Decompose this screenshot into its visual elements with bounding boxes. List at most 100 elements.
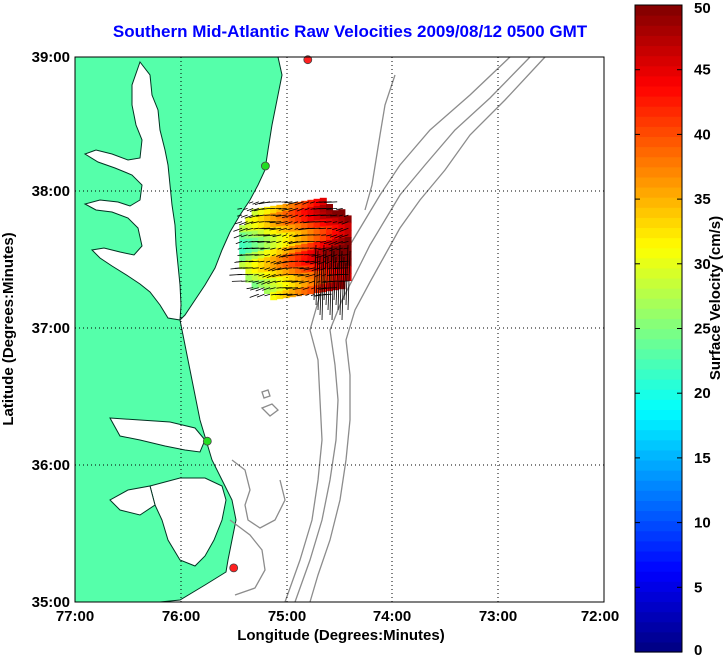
colorbar-ticks: 0 5 10 15 20 25 30 35 40 45 50 [635, 0, 711, 659]
colorbar-band [635, 631, 682, 643]
velocity-arrow [278, 208, 287, 210]
velocity-arrow [308, 254, 315, 256]
velocity-cell [245, 260, 253, 269]
velocity-cell [307, 214, 315, 223]
velocity-arrow [281, 280, 287, 282]
velocity-arrow [278, 254, 287, 258]
colorbar-band [635, 338, 682, 350]
velocity-arrow [335, 262, 339, 306]
velocity-cell [245, 224, 253, 233]
velocity-arrow [264, 293, 271, 297]
velocity-arrow [233, 234, 243, 239]
velocity-cell [264, 286, 271, 294]
velocity-arrow [287, 254, 299, 257]
velocity-cell [313, 220, 321, 229]
velocity-arrow [261, 280, 271, 285]
velocity-cell [288, 267, 296, 276]
velocity-arrow [309, 201, 315, 204]
velocity-arrow [276, 287, 282, 289]
velocity-cell [257, 272, 265, 281]
velocity-arrow [302, 201, 310, 205]
velocity-arrow [245, 227, 254, 231]
velocity-arrow [336, 208, 343, 210]
velocity-arrow [297, 227, 304, 231]
velocity-cell [251, 223, 259, 232]
colorbar-band [635, 227, 682, 239]
colorbar-band [635, 267, 682, 279]
colorbar-band [635, 520, 682, 532]
velocity-arrow [271, 267, 282, 272]
y-tick-label: 35:00 [32, 594, 70, 611]
velocity-cell [307, 228, 315, 237]
velocity-cell [301, 215, 309, 224]
pamlico-sound [109, 417, 206, 453]
colorbar-band [635, 217, 682, 229]
velocity-arrow [305, 214, 310, 217]
velocity-arrow [277, 267, 287, 271]
y-tick-label: 38:00 [32, 183, 70, 200]
velocity-cell [257, 236, 265, 245]
velocity-arrow [310, 208, 315, 210]
albemarle-sound [149, 477, 227, 567]
velocity-cell [264, 221, 271, 230]
velocity-arrow [314, 247, 321, 250]
colorbar-band [635, 358, 682, 370]
colorbar-tick-label: 35 [694, 191, 711, 208]
velocity-arrow [332, 221, 338, 223]
velocity-cell [307, 286, 315, 295]
y-tick-label: 37:00 [32, 320, 70, 337]
velocity-arrow [268, 267, 276, 272]
colorbar-band [635, 318, 682, 330]
velocity-cell [295, 288, 302, 297]
velocity-cell [319, 248, 327, 257]
velocity-cell [319, 241, 327, 249]
velocity-arrow [321, 244, 325, 321]
velocity-cell [288, 246, 296, 254]
velocity-cell [282, 254, 290, 263]
velocity-arrow [269, 221, 282, 224]
colorbar-band [635, 308, 682, 319]
velocity-cell [282, 261, 290, 270]
velocity-cell [276, 240, 284, 249]
velocity-arrow [339, 250, 343, 316]
y-tick-label: 39:00 [32, 49, 70, 66]
velocity-arrow [286, 293, 299, 296]
velocity-arrow [285, 267, 293, 269]
velocity-arrow [281, 214, 293, 219]
velocity-cell [288, 202, 296, 211]
velocity-arrow [341, 241, 349, 244]
velocity-arrow [335, 227, 343, 232]
colorbar-band [635, 277, 682, 289]
colorbar-tick-label: 5 [694, 579, 702, 596]
colorbar-band [635, 95, 682, 107]
velocity-arrow [326, 208, 338, 210]
velocity-cell [313, 213, 321, 222]
plot-frame [74, 56, 605, 603]
velocity-cell [270, 213, 278, 221]
colorbar-tick-label: 0 [694, 642, 702, 659]
velocity-cell [295, 201, 302, 210]
velocity-arrow [291, 280, 304, 283]
velocity-cell [270, 270, 278, 279]
sound-channel [109, 485, 156, 516]
velocity-cell [344, 229, 352, 238]
velocity-cell [338, 216, 346, 225]
velocity-cell [282, 239, 290, 248]
colorbar-band [635, 379, 682, 390]
velocity-arrow [263, 227, 276, 230]
velocity-cell [295, 223, 302, 232]
colorbar-band [635, 106, 682, 117]
velocity-cell [282, 203, 290, 212]
station-marker [303, 55, 313, 65]
velocity-cell [301, 287, 309, 296]
velocity-arrow [244, 214, 254, 219]
velocity-cell [251, 252, 259, 260]
colorbar-tick-label: 40 [694, 126, 711, 143]
velocity-arrow [299, 221, 304, 224]
velocity-cell [276, 269, 284, 278]
colorbar-band [635, 449, 682, 461]
colorbar-band [635, 85, 682, 97]
velocity-arrow [251, 247, 265, 249]
contour-canyon-1 [231, 459, 286, 529]
velocity-cell [257, 215, 265, 223]
